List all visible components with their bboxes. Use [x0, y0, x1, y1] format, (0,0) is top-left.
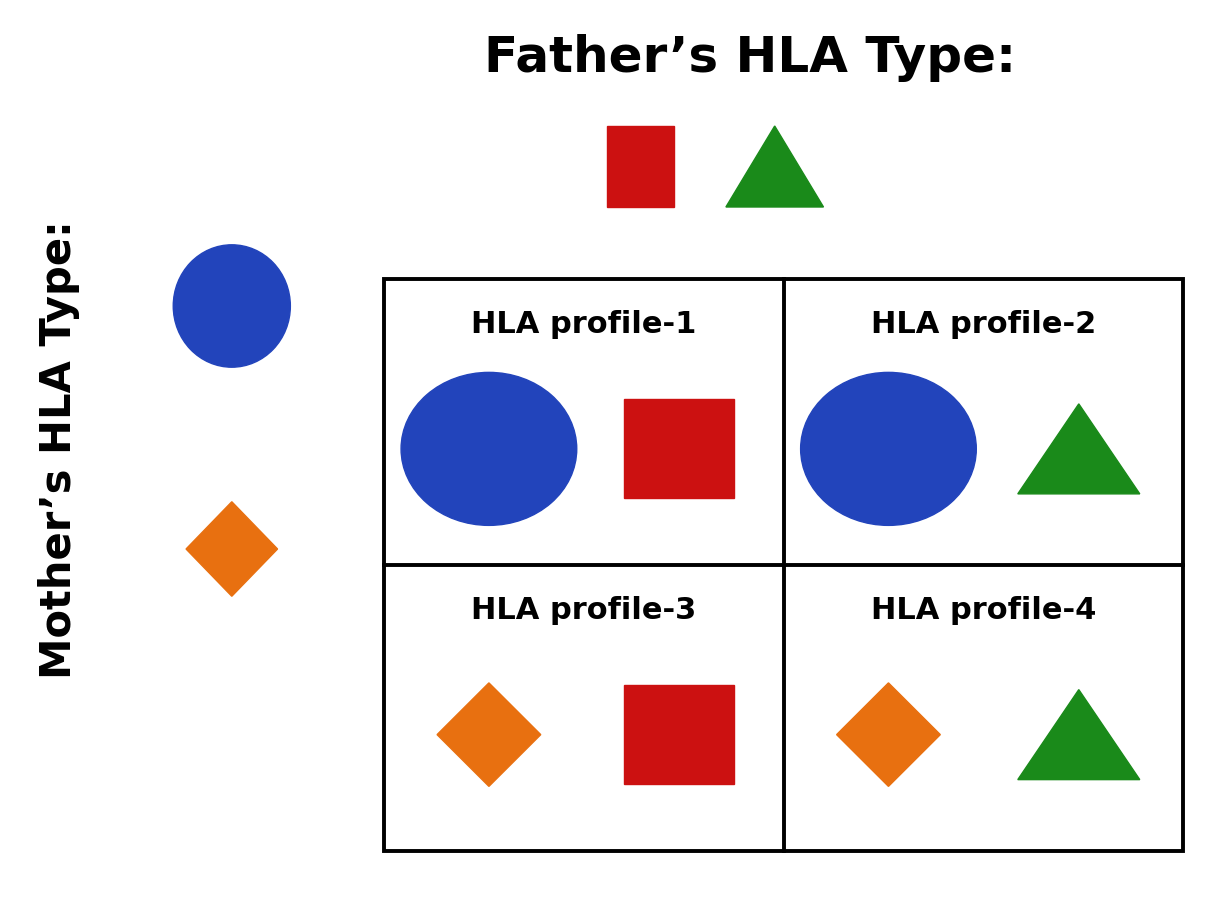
- Text: HLA profile-4: HLA profile-4: [871, 596, 1097, 625]
- Ellipse shape: [401, 373, 577, 526]
- Polygon shape: [1017, 689, 1139, 779]
- Polygon shape: [726, 126, 824, 207]
- Bar: [625, 685, 734, 784]
- Text: HLA profile-1: HLA profile-1: [471, 310, 697, 339]
- Polygon shape: [837, 683, 941, 787]
- Polygon shape: [437, 683, 540, 787]
- Bar: [608, 126, 675, 207]
- Polygon shape: [185, 502, 278, 596]
- Text: Father’s HLA Type:: Father’s HLA Type:: [484, 34, 1016, 83]
- Text: HLA profile-2: HLA profile-2: [871, 310, 1097, 339]
- Polygon shape: [1017, 404, 1139, 494]
- Bar: [625, 400, 734, 499]
- Text: HLA profile-3: HLA profile-3: [471, 596, 697, 625]
- Bar: [384, 279, 1183, 850]
- Ellipse shape: [800, 373, 976, 526]
- Text: Mother’s HLA Type:: Mother’s HLA Type:: [38, 220, 79, 680]
- Ellipse shape: [173, 245, 290, 367]
